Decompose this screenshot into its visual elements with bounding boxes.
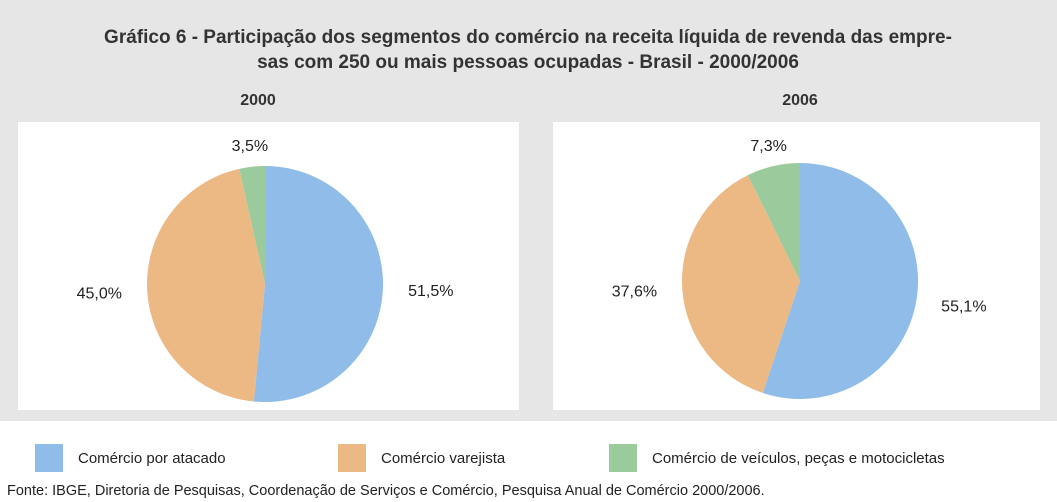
legend-swatch — [35, 444, 63, 472]
pie-title: 2006 — [782, 92, 818, 109]
value-label: 51,5% — [408, 283, 453, 300]
legend-swatch — [338, 444, 366, 472]
pie-slice — [681, 175, 800, 393]
source: Fonte: IBGE, Diretoria de Pesquisas, Coo… — [7, 483, 765, 499]
value-label: 37,6% — [612, 284, 657, 301]
value-label: 7,3% — [750, 138, 786, 155]
pie-title: 2000 — [240, 92, 276, 109]
legend-swatch — [609, 444, 637, 472]
title-line: Gráfico 6 - Participação dos segmentos d… — [104, 27, 952, 48]
title-line: sas com 250 ou mais pessoas ocupadas - B… — [257, 52, 799, 73]
legend-label: Comércio de veículos, peças e motociclet… — [652, 450, 945, 467]
pie-slice — [239, 166, 265, 284]
value-label: 3,5% — [232, 138, 268, 155]
pie-slice — [253, 166, 384, 402]
value-label: 45,0% — [77, 286, 122, 303]
value-label: 55,1% — [941, 299, 986, 316]
legend-label: Comércio varejista — [381, 450, 506, 467]
pie-slice — [747, 163, 800, 281]
pie-slice — [762, 163, 918, 399]
pie-slice — [147, 168, 265, 402]
legend-label: Comércio por atacado — [78, 450, 226, 467]
